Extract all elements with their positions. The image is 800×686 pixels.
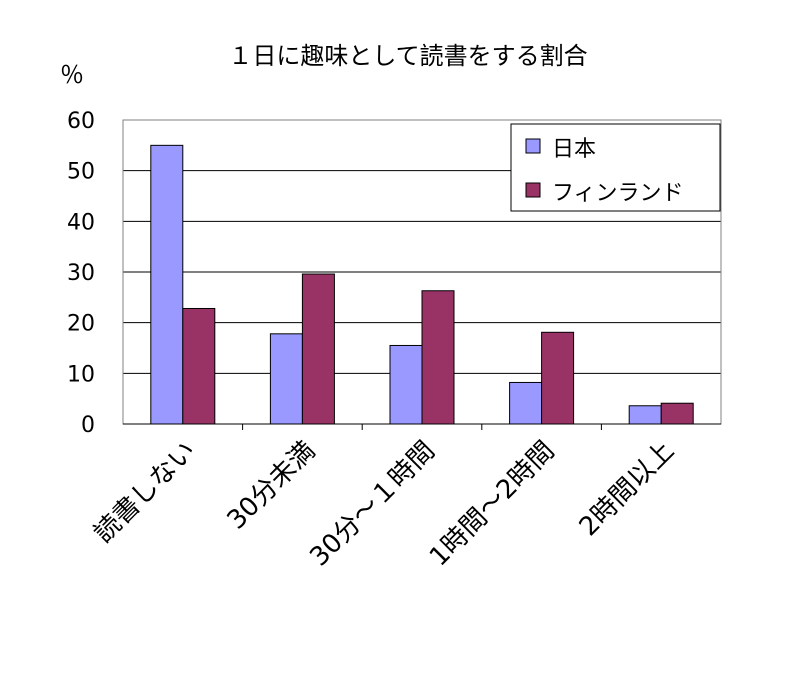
bars xyxy=(150,144,694,425)
bar-finland-4 xyxy=(660,402,694,425)
legend-label-finland: フィンランド xyxy=(552,181,684,206)
legend-swatch-japan xyxy=(525,138,541,154)
bar-finland-1 xyxy=(301,273,335,425)
bar-japan-4 xyxy=(628,405,662,425)
y-tick-label: 50 xyxy=(67,160,95,185)
legend-swatch-finland xyxy=(525,182,541,198)
y-tick-label: 0 xyxy=(81,413,95,438)
chart-title: １日に趣味として読書をする割合 xyxy=(228,42,587,70)
x-axis-tick-marks xyxy=(242,424,602,430)
y-tick-label: 10 xyxy=(67,362,95,387)
x-category-label: 2時間以上 xyxy=(574,436,680,542)
y-tick-label: 30 xyxy=(67,261,95,286)
x-category-label: 1時間～2時間 xyxy=(424,436,561,573)
bar-japan-0 xyxy=(150,144,184,425)
y-axis-ticks: 0 10 20 30 40 50 60 xyxy=(67,109,95,438)
y-tick-label: 40 xyxy=(67,210,95,235)
legend-label-japan: 日本 xyxy=(552,137,596,162)
bar-japan-1 xyxy=(269,333,303,425)
legend: 日本 フィンランド xyxy=(510,123,721,212)
bar-japan-2 xyxy=(389,344,423,425)
legend-box xyxy=(510,123,721,212)
bar-finland-2 xyxy=(421,290,455,425)
x-category-label: 30分～１時間 xyxy=(304,436,441,573)
bar-japan-3 xyxy=(509,381,543,425)
y-tick-label: 20 xyxy=(67,312,95,337)
y-axis-label: ％ xyxy=(60,61,84,89)
bar-finland-3 xyxy=(541,331,575,425)
x-category-label: 読書しない xyxy=(89,436,202,549)
x-category-label: 30分未満 xyxy=(222,436,322,536)
gridlines xyxy=(123,170,721,374)
bar-finland-0 xyxy=(182,307,216,425)
y-tick-label: 60 xyxy=(67,109,95,134)
